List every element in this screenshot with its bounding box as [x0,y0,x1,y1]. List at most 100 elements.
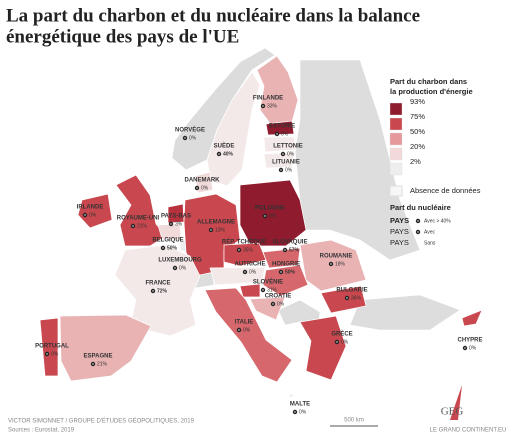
country-shape [320,285,367,314]
nuclear-share: 0% [89,212,97,218]
title: La part du charbon et du nucléaire dans … [6,5,420,26]
legend-label: Avec > 40% [424,218,451,224]
credit: VICTOR SIMONNET / GROUPE D'ÉTUDES GÉOPOL… [8,418,195,425]
country-name: PAYS-BAS [161,214,191,220]
nuclear-icon-core [162,247,164,249]
site: LE GRAND CONTINENT.EU [430,428,507,434]
nuclear-icon-core [264,215,266,217]
nuclear-share: 0% [469,345,477,351]
legend-label: 75% [410,112,425,121]
country-shape [39,317,59,377]
nuclear-share: 31% [267,287,278,293]
legend-country: PAYS [390,238,409,247]
country-shape [265,120,295,136]
country-name: ESPAGNE [84,354,113,360]
nuclear-share: 0% [269,213,277,219]
nuclear-icon-core [330,263,332,265]
country-name: LITUANIE [272,160,300,166]
nuclear-icon-core [84,214,86,216]
nuclear-icon-core [294,411,296,413]
country-name: FINLANDE [253,96,283,102]
country-shape [204,287,293,383]
legend-label: 20% [410,142,425,151]
country-name: BULGARIE [336,288,367,294]
nuclear-share: 0% [341,339,349,345]
nuclear-icon-core [218,153,220,155]
legend-label: 93% [410,97,425,106]
nuclear-share: 33% [267,103,278,109]
nuclear-share: 35% [243,247,254,253]
nuclear-share: 0% [249,269,257,275]
country-name: POLOGNE [255,206,285,212]
nuclear-icon-core [280,271,282,273]
country-name: LETTONIE [273,144,303,150]
country-name: MALTE [290,402,310,408]
country-name: SUÈDE [214,142,235,150]
nuclear-share: 0% [243,327,251,333]
nuclear-share: 36% [351,295,362,301]
country-name: ROYAUME-UNI [117,216,160,222]
country-shape [171,47,276,171]
country-name: ITALIE [235,320,254,326]
country-name: IRLANDE [77,205,104,211]
country-shape [77,193,113,229]
nuclear-icon-core [46,353,48,355]
nuclear-icon-core [280,169,282,171]
legend-country: PAYS [390,216,409,225]
country-name: FRANCE [146,281,171,287]
nuclear-icon-core [92,363,94,365]
country-name: PORTUGAL [35,344,69,350]
nuclear-icon-core [184,137,186,139]
country-shape [206,71,261,187]
nuclear-share: 21% [137,223,148,229]
country-shape [114,244,201,337]
nuclear-share: 0% [281,131,289,137]
nuclear-icon-core [196,187,198,189]
nuclear-share: 0% [51,351,59,357]
nuclear-share: 0% [179,265,187,271]
nuclear-share: 0% [299,409,307,415]
nuclear-share: 3% [175,221,183,227]
nuclear-share: 40% [223,151,234,157]
country-shape [209,266,266,286]
country-name: CROATIE [265,294,292,300]
country-name: ESTONIE [269,124,295,130]
turkey [349,294,461,331]
nuclear-share: 72% [157,288,168,294]
country-shape [461,309,483,327]
legend: Part du charbon dans la production d'éne… [389,77,481,247]
nuclear-icon-core [238,329,240,331]
legend-swatch [389,162,403,176]
country-name: LUXEMBOURG [158,258,202,264]
nuclear-share: 57% [289,247,300,253]
legend-swatch [389,102,403,116]
nuclear-share: 21% [97,361,108,367]
country-name: HONGRIE [272,262,300,268]
country-name: GRÈCE [331,330,352,338]
nuclear-icon-core [210,229,212,231]
nuclear-share: 18% [335,261,346,267]
legend-title: Part du charbon dans [390,77,467,86]
legend-label: Avec [424,229,436,235]
country-shape [59,314,152,382]
country-name: ROUMANIE [320,254,353,260]
legend-title: la production d'énergie [390,87,473,96]
legend-label: 50% [410,127,425,136]
title: énergétique des pays de l'UE [6,26,239,47]
legend-title: Part du nucléaire [390,203,451,212]
country-shape [223,242,267,267]
country-name: BELGIQUE [152,238,183,244]
country-shape [299,315,347,381]
country-name: DANEMARK [185,178,221,184]
nuclear-icon-core [262,289,264,291]
logo: GEG [441,406,464,418]
country-shape [239,283,261,298]
nuclear-share: 0% [277,301,285,307]
nuclear-icon-core [346,297,348,299]
nuclear-icon-core [238,249,240,251]
nuclear-icon-core [262,105,264,107]
country-shape [115,174,167,247]
nuclear-icon-core [152,290,154,292]
legend-label: Sans [424,240,436,246]
nuclear-icon-core [272,303,274,305]
